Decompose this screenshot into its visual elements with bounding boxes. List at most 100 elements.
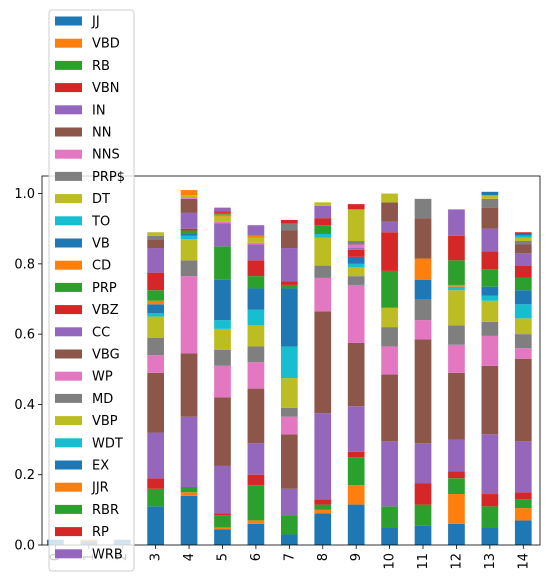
legend-label: DT: [92, 192, 110, 207]
bar-segment-to-8: [314, 233, 332, 238]
bar-segment-nns-6: [247, 362, 265, 389]
bar-segment-cd-12: [448, 284, 465, 287]
bar-segment-vbg-11: [414, 218, 432, 259]
bar-segment-nns-5: [214, 365, 231, 398]
legend-swatch: [55, 527, 82, 537]
bar-segment-to-4: [180, 235, 198, 240]
x-tick-label: 7: [282, 553, 297, 561]
bar-segment-vbp-8: [314, 202, 332, 206]
legend-swatch: [55, 549, 82, 559]
bar-segment-vbp-13: [481, 195, 499, 199]
bar-segment-to-3: [147, 313, 164, 317]
bar-segment-rp-9: [347, 204, 365, 210]
x-tick-label: 14: [516, 553, 531, 570]
bar-segment-vbz-14: [514, 265, 532, 278]
bar-segment-nns-14: [514, 348, 532, 359]
legend-swatch: [55, 482, 82, 492]
bar-segment-rb-14: [514, 499, 532, 509]
legend-swatch: [55, 438, 82, 448]
bar-segment-vb-7: [280, 288, 298, 347]
bar-segment-jjr-4: [180, 190, 198, 196]
bar-segment-nn-11: [414, 339, 432, 444]
bar-segment-wrb-6: [247, 225, 265, 236]
bar-segment-rb-12: [448, 478, 465, 495]
legend-label: PRP: [92, 281, 117, 296]
legend-label: RBR: [92, 503, 119, 518]
bar-segment-dt-8: [314, 237, 332, 266]
x-tick-label: 8: [316, 553, 331, 561]
bar-segment-md-11: [414, 198, 432, 219]
y-tick-label: 0.6: [14, 328, 35, 343]
bar-segment-dt-9: [347, 267, 365, 277]
bar-segment-nn-7: [280, 434, 298, 489]
legend-swatch: [55, 282, 82, 292]
bar-segment-in-12: [448, 439, 465, 472]
bar-segment-vb-9: [347, 256, 365, 264]
bar-segment-in-8: [314, 413, 332, 500]
bar-segment-nns-11: [414, 320, 432, 340]
bar-segment-wp-6: [247, 242, 265, 245]
bars-layer: [47, 190, 532, 545]
bar-segment-prp-4: [180, 260, 198, 277]
bar-segment-nns-7: [280, 416, 298, 435]
legend: JJ VBD RB VBN IN NN NNS PRP$ DT TO VB CD PRP VBZ CC VBG…: [48, 9, 135, 572]
bar-segment-nn-14: [514, 358, 532, 442]
bar-segment-cc-6: [247, 244, 265, 261]
bar-segment-prp-3: [147, 337, 164, 356]
bar-segment-cc-13: [481, 228, 499, 252]
bar-segment-nns-9: [347, 284, 365, 343]
bar-segment-nns-3: [147, 355, 164, 373]
legend-label: VBN: [92, 81, 120, 96]
bar-segment-ex-13: [481, 191, 499, 196]
bar-segment-prp-5: [214, 246, 231, 280]
bar-segment-prp-8: [314, 225, 332, 234]
bar-segment-prp-7: [280, 407, 298, 417]
bar-segment-cc-9: [347, 248, 365, 250]
bar-segment-vbz-13: [481, 251, 499, 270]
x-tick-label: 10: [383, 553, 398, 570]
legend-label: JJ: [91, 15, 100, 30]
bar-segment-cc-10: [381, 221, 398, 233]
bar-segment-prp-6: [247, 276, 265, 289]
bar-segment-vb-4: [180, 233, 198, 236]
bar-segment-prp-10: [381, 270, 398, 308]
bar-segment-nns-8: [314, 277, 332, 312]
legend-swatch: [55, 16, 82, 26]
legend-label: MD: [92, 392, 113, 407]
bar-segment-to-9: [347, 263, 365, 268]
bar-segment-prp-7: [280, 284, 298, 289]
bar-segment-vbn-14: [514, 492, 532, 500]
bar-segment-vbg-7: [280, 230, 298, 249]
legend-label: RB: [92, 59, 110, 74]
bar-segment-to-5: [214, 320, 231, 329]
legend-label: VBD: [92, 37, 120, 52]
bar-segment-cd-11: [414, 258, 432, 280]
bar-segment-vbn-11: [414, 483, 432, 505]
x-tick-label: 13: [483, 553, 498, 570]
bar-segment-rb-8: [314, 504, 332, 510]
bar-segment-vbg-3: [147, 239, 164, 249]
axes-layer: 0.00.20.40.60.81.001234567891011121314: [14, 175, 541, 570]
bar-segment-to-13: [481, 295, 499, 301]
bar-segment-vbp-10: [381, 193, 398, 203]
bar-segment-md-13: [481, 198, 499, 208]
bar-segment-nns-10: [381, 346, 398, 375]
bar-segment-jj-13: [481, 527, 499, 545]
x-tick-label: 4: [182, 553, 197, 561]
bar-segment-vbz-7: [280, 281, 298, 285]
bar-segment-in-3: [147, 432, 164, 479]
bar-segment-prp-14: [514, 334, 532, 349]
bar-segment-vbp-5: [214, 216, 231, 222]
bar-segment-dt-10: [381, 307, 398, 328]
bar-segment-prp-12: [448, 325, 465, 345]
bar-segment-ex-14: [514, 233, 532, 236]
legend-swatch: [55, 305, 82, 315]
bar-segment-in-14: [514, 441, 532, 493]
legend-label: RP: [92, 525, 109, 540]
legend-swatch: [55, 238, 82, 248]
bar-segment-jj-10: [381, 527, 398, 545]
bar-segment-vb-3: [147, 304, 164, 314]
legend-swatch: [55, 60, 82, 70]
bar-segment-prp-5: [214, 349, 231, 366]
